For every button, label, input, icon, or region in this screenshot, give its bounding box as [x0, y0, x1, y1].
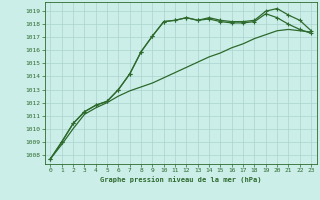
- X-axis label: Graphe pression niveau de la mer (hPa): Graphe pression niveau de la mer (hPa): [100, 176, 261, 183]
